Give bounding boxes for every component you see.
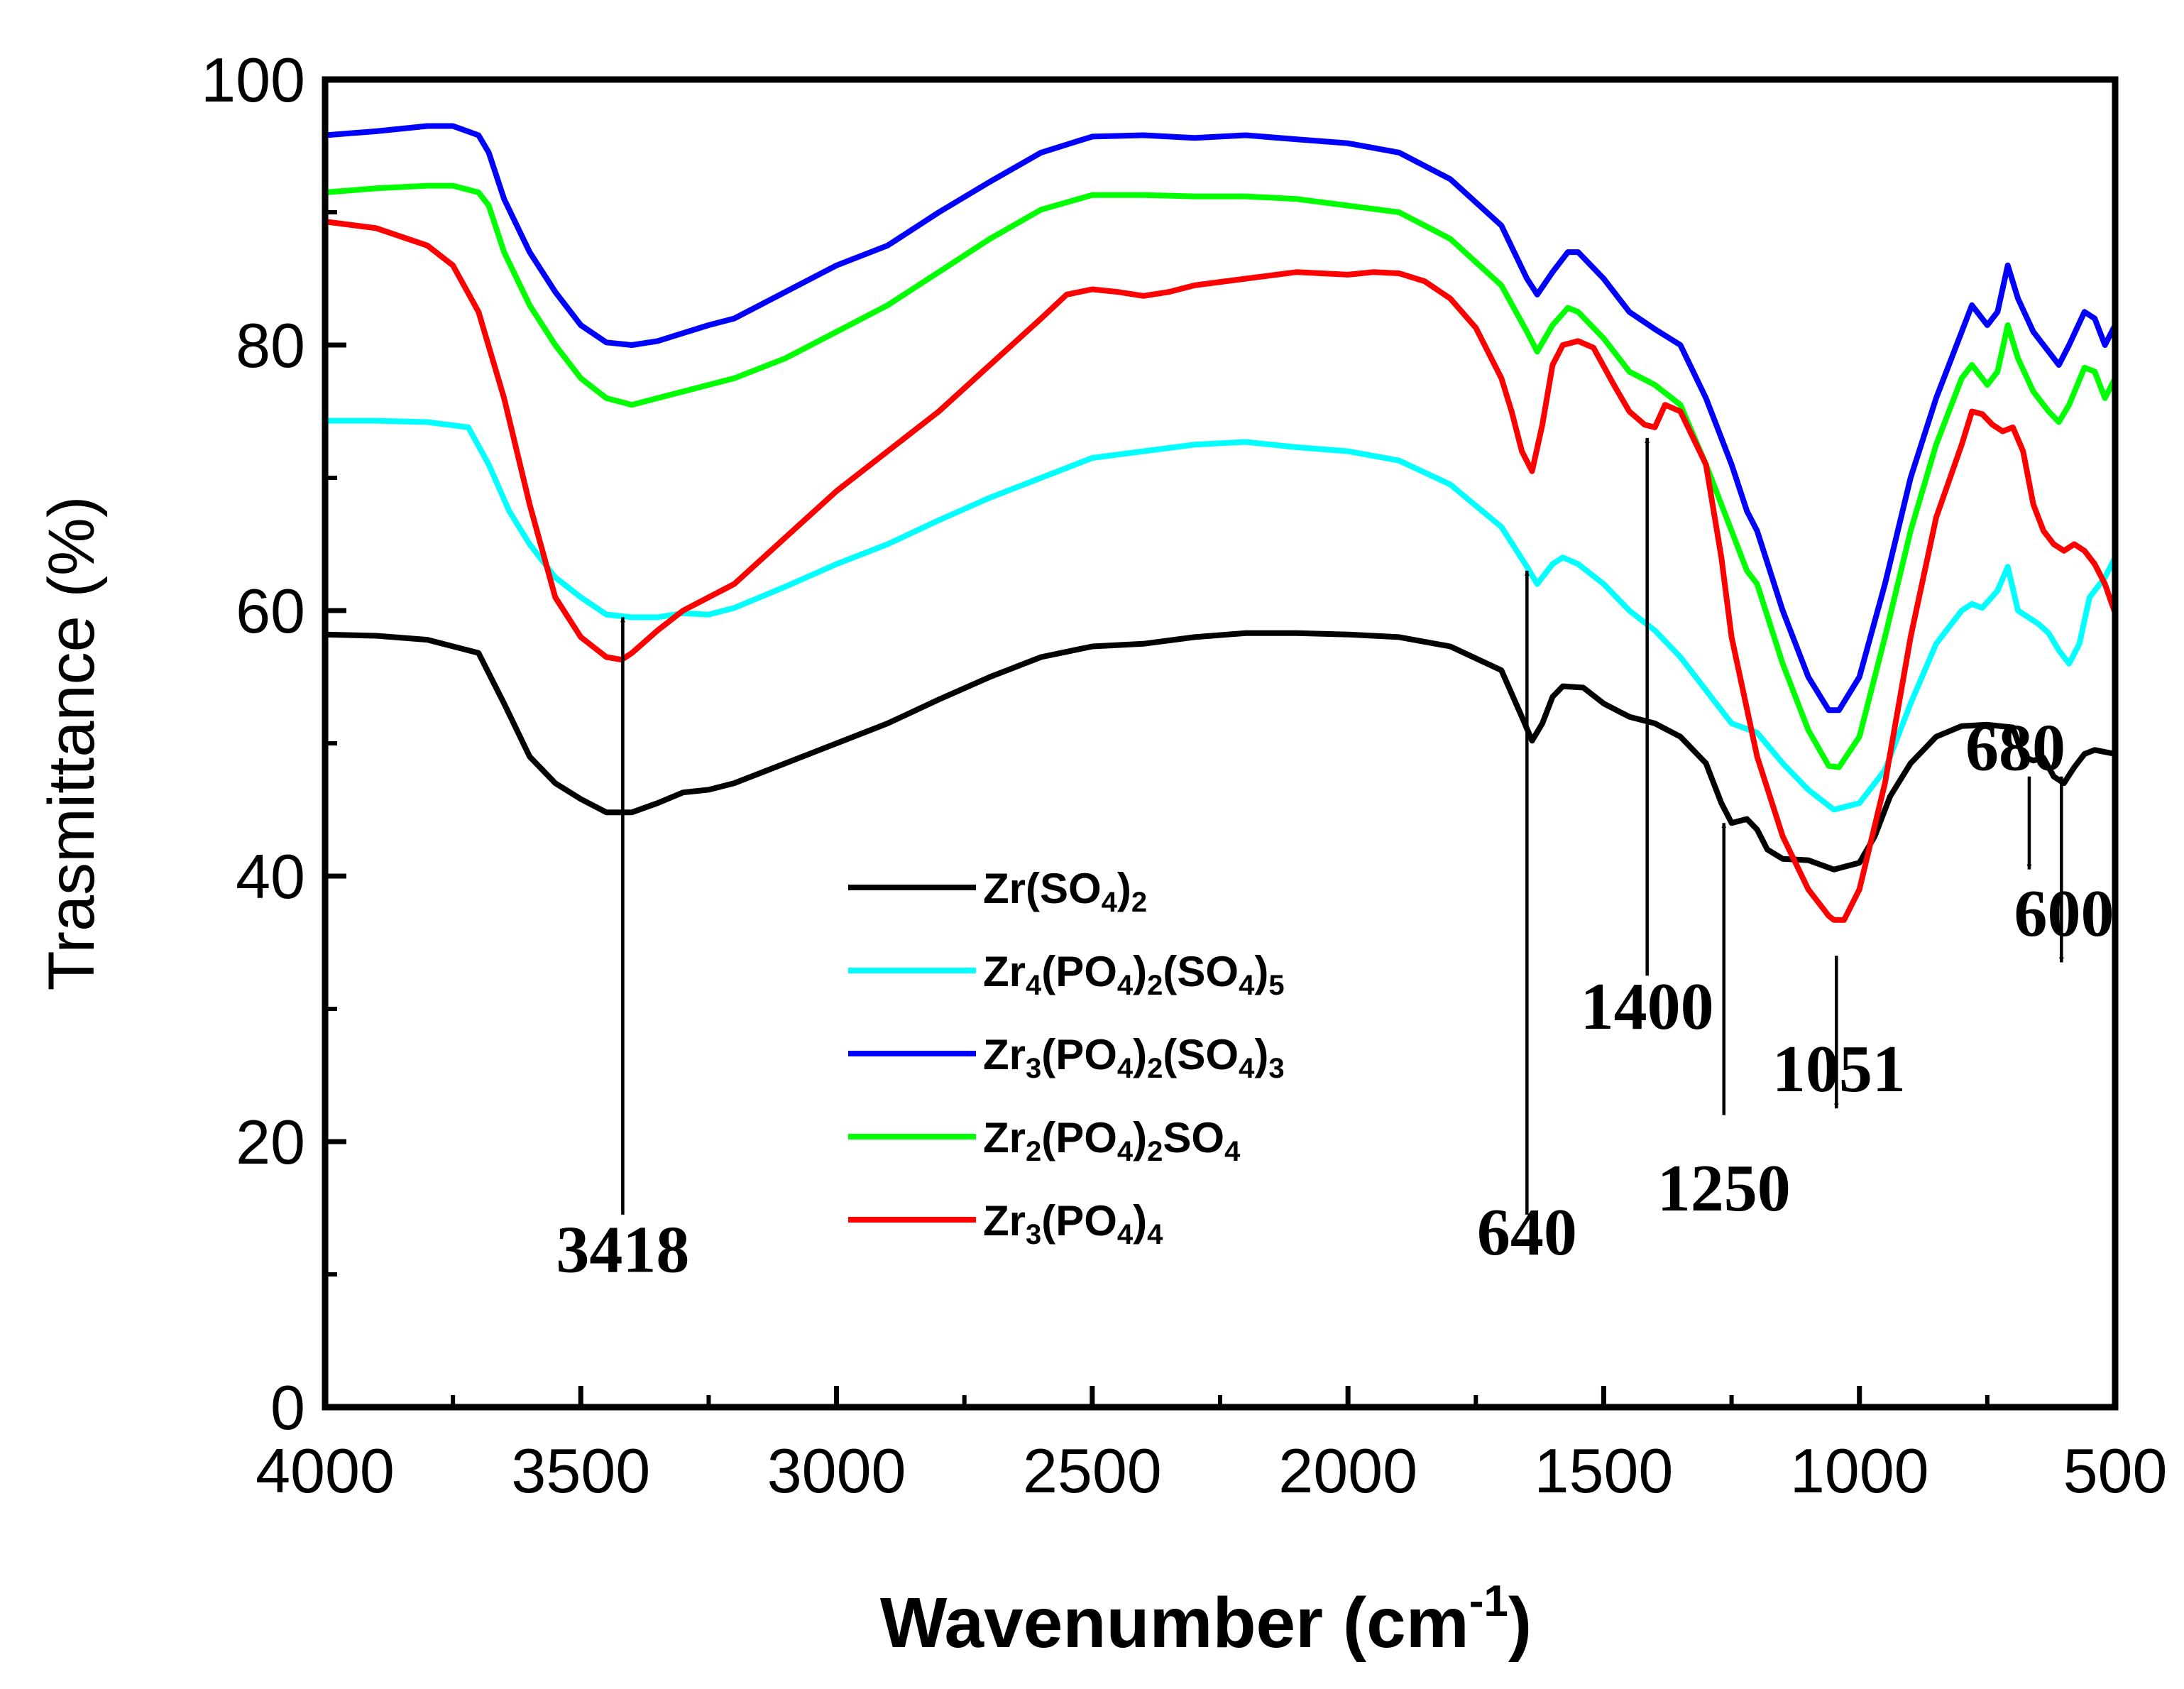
annotation-label: 640 xyxy=(1477,1196,1577,1269)
x-axis-title-main: Wavenumber (cm xyxy=(880,1583,1469,1663)
x-tick-label: 3000 xyxy=(767,1436,906,1506)
y-tick-label: 20 xyxy=(236,1107,305,1177)
plot-frame xyxy=(322,76,2119,1411)
x-tick-label: 2000 xyxy=(1278,1436,1417,1506)
annotation-label: 3418 xyxy=(556,1213,689,1286)
x-axis-title: Wavenumber (cm-1) xyxy=(880,1577,1532,1663)
annotation-label: 600 xyxy=(2014,877,2114,951)
annotation-label: 1051 xyxy=(1772,1032,1906,1106)
annotation-label: 1400 xyxy=(1581,970,1714,1044)
peak-annotations: 3418 640 1400 1250 1051 680 600 xyxy=(556,437,2114,1286)
series-line xyxy=(322,219,2118,923)
legend-label: Zr2(PO4)2SO4 xyxy=(983,1114,1241,1167)
series-line xyxy=(322,182,2118,770)
legend-label: Zr(SO4)2 xyxy=(983,865,1147,918)
y-tick-label: 40 xyxy=(236,841,305,912)
annotation-label: 680 xyxy=(1965,711,2065,785)
y-tick-label: 0 xyxy=(270,1372,305,1443)
annotation-label: 1250 xyxy=(1657,1152,1791,1225)
x-axis-title-close: ) xyxy=(1508,1583,1532,1663)
x-tick-label: 3500 xyxy=(511,1436,650,1506)
x-tick-label: 500 xyxy=(2063,1436,2168,1506)
x-tick-label: 4000 xyxy=(256,1436,395,1506)
y-axis-title: Trasmittance (%) xyxy=(35,496,108,991)
series-line xyxy=(322,630,2118,873)
legend-label: Zr4(PO4)2(SO4)5 xyxy=(983,948,1285,1001)
series-line xyxy=(322,123,2118,714)
y-tick-label: 60 xyxy=(236,576,305,646)
y-tick-label: 80 xyxy=(236,310,305,381)
plot-series xyxy=(322,123,2118,923)
axis-labels: 4000 3500 3000 2500 2000 1500 1000 500 0 20 40 60 80… xyxy=(201,45,2167,1506)
x-axis-title-superscript: -1 xyxy=(1469,1577,1508,1626)
legend: Zr(SO4)2 Zr4(PO4)2(SO4)5 Zr3(PO4)2(SO4)3 Zr… xyxy=(848,865,1285,1250)
x-tick-label: 1500 xyxy=(1535,1436,1674,1506)
x-tick-label: 1000 xyxy=(1790,1436,1929,1506)
legend-label: Zr3(PO4)4 xyxy=(983,1197,1163,1250)
x-tick-label: 2500 xyxy=(1023,1436,1162,1506)
legend-label: Zr3(PO4)2(SO4)3 xyxy=(983,1031,1285,1084)
series-line xyxy=(322,417,2118,813)
y-tick-label: 100 xyxy=(201,45,305,115)
